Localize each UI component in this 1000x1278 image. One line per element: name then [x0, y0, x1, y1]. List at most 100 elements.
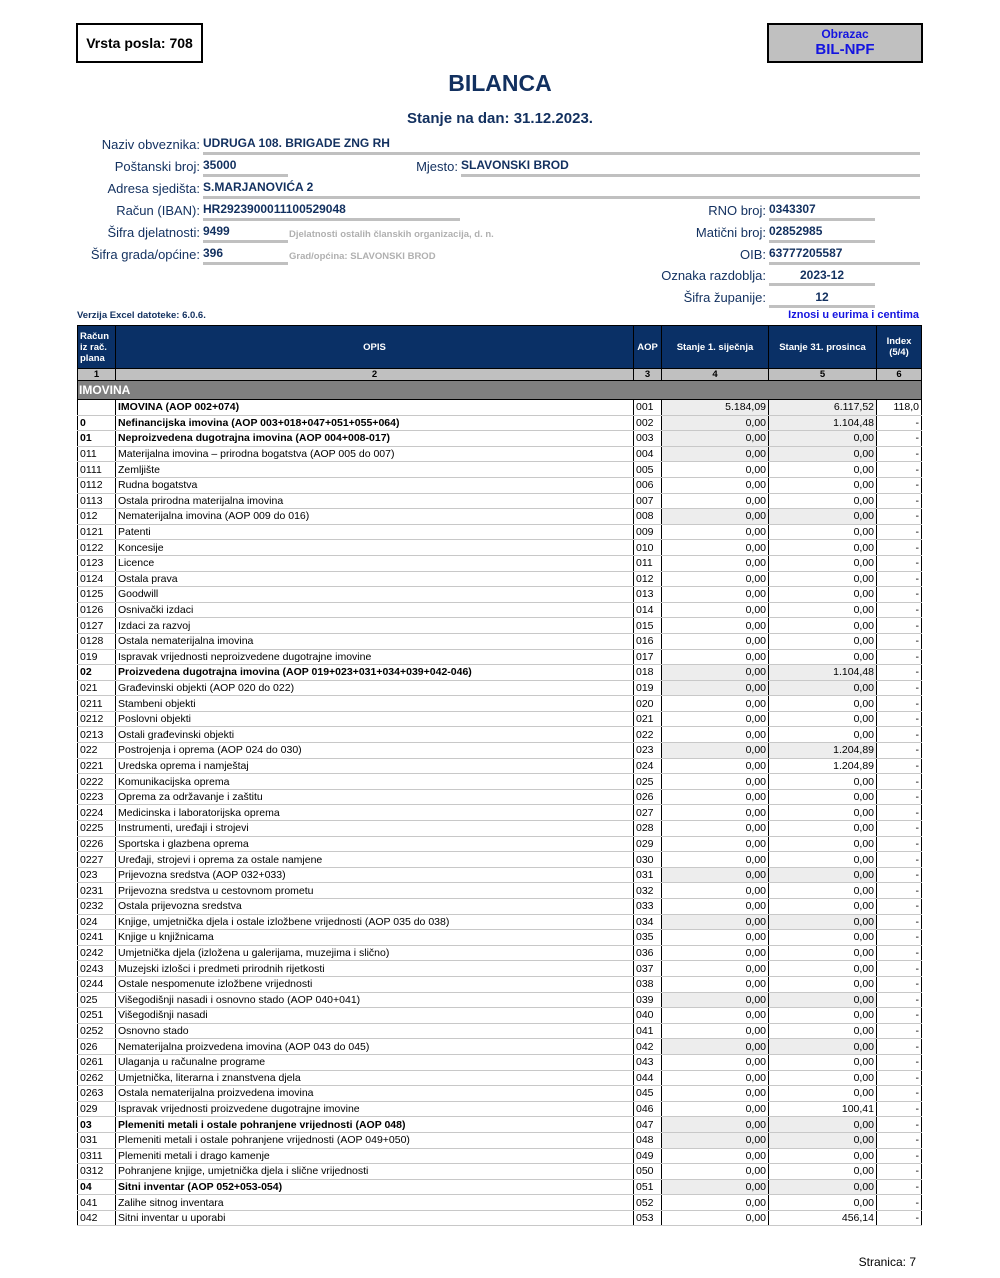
zupanija-value: 12: [815, 290, 829, 304]
closing-balance-cell: 0,00: [768, 820, 877, 837]
aop-cell: 012: [633, 571, 662, 588]
closing-balance-cell: 0,00: [768, 461, 877, 478]
opening-balance-cell: 0,00: [661, 789, 769, 806]
closing-balance-cell: 456,14: [768, 1210, 877, 1227]
table-row: 025 Višegodišnji nasadi i osnovno stado (…: [77, 992, 922, 1009]
description-cell: Uredska oprema i namještaj: [115, 758, 634, 775]
table-row: 04 Sitni inventar (AOP 052+053-054) 051 0,0…: [77, 1179, 922, 1196]
index-cell: -: [876, 571, 922, 588]
grad-hint: Grad/općina: SLAVONSKI BROD: [289, 251, 436, 262]
description-cell: Nefinancijska imovina (AOP 003+018+047+0…: [115, 415, 634, 432]
rno-underline: [769, 218, 875, 221]
index-cell: -: [876, 493, 922, 510]
table-row: 019 Ispravak vrijednosti neproizvedene du…: [77, 649, 922, 666]
table-row: 0242 Umjetnička djela (izložena u galerij…: [77, 945, 922, 962]
description-cell: Medicinska i laboratorijska oprema: [115, 804, 634, 822]
table-row: 0121 Patenti 009 0,00 0,00-: [77, 524, 922, 541]
index-cell: -: [876, 789, 922, 806]
aop-cell: 006: [633, 477, 662, 494]
index-cell: -: [876, 804, 922, 822]
description-cell: Neproizvedena dugotrajna imovina (AOP 00…: [115, 430, 634, 447]
opening-balance-cell: 0,00: [661, 1148, 769, 1165]
table-row: 0263 Ostala nematerijalna proizvedena imo…: [77, 1085, 922, 1102]
opening-balance-cell: 0,00: [661, 820, 769, 837]
aop-cell: 038: [633, 976, 662, 993]
closing-balance-cell: 0,00: [768, 477, 877, 494]
aop-cell: 051: [633, 1179, 662, 1196]
closing-balance-cell: 6.117,52: [768, 399, 877, 416]
index-cell: -: [876, 929, 922, 946]
opening-balance-cell: 0,00: [661, 1132, 769, 1149]
description-cell: Sitni inventar u uporabi: [115, 1210, 634, 1227]
account-cell: 0122: [77, 539, 116, 556]
account-cell: [77, 399, 116, 416]
index-cell: -: [876, 539, 922, 556]
closing-balance-cell: 0,00: [768, 1070, 877, 1087]
closing-balance-cell: 0,00: [768, 711, 877, 728]
aop-cell: 014: [633, 602, 662, 619]
aop-cell: 039: [633, 992, 662, 1009]
opening-balance-cell: 0,00: [661, 633, 769, 650]
column-number: 2: [115, 368, 634, 381]
column-number: 3: [633, 368, 662, 381]
description-cell: Plemeniti metali i drago kamenje: [115, 1148, 634, 1165]
opening-balance-cell: 0,00: [661, 446, 769, 463]
opening-balance-cell: 0,00: [661, 649, 769, 666]
closing-balance-cell: 0,00: [768, 867, 877, 884]
naziv-value: UDRUGA 108. BRIGADE ZNG RH: [203, 136, 390, 150]
aop-cell: 043: [633, 1054, 662, 1071]
aop-cell: 005: [633, 461, 662, 478]
closing-balance-cell: 0,00: [768, 804, 877, 822]
aop-cell: 037: [633, 960, 662, 977]
table-row: 026 Nematerijalna proizvedena imovina (AO…: [77, 1038, 922, 1055]
opening-balance-cell: 0,00: [661, 945, 769, 962]
grad-label: Šifra grada/općine:: [90, 247, 200, 262]
column-header: Stanje 1. siječnja: [661, 325, 769, 369]
djelatnost-hint: Djelatnosti ostalih članskih organizacij…: [289, 229, 494, 240]
index-cell: -: [876, 1038, 922, 1055]
account-cell: 0212: [77, 711, 116, 728]
opening-balance-cell: 0,00: [661, 1023, 769, 1040]
opening-balance-cell: 0,00: [661, 992, 769, 1009]
index-cell: -: [876, 586, 922, 603]
maticni-label: Matični broj:: [695, 225, 766, 240]
naziv-underline: [203, 152, 920, 155]
closing-balance-cell: 0,00: [768, 945, 877, 962]
zupanija-label: Šifra županije:: [683, 290, 766, 305]
index-cell: -: [876, 914, 922, 931]
adresa-label: Adresa sjedišta:: [107, 181, 201, 196]
index-cell: -: [876, 976, 922, 993]
closing-balance-cell: 0,00: [768, 649, 877, 666]
closing-balance-cell: 0,00: [768, 914, 877, 931]
table-row: 031 Plemeniti metali i ostale pohranjene …: [77, 1132, 922, 1149]
index-cell: 118,0: [876, 399, 922, 416]
closing-balance-cell: 0,00: [768, 1023, 877, 1040]
description-cell: Zalihe sitnog inventara: [115, 1194, 634, 1211]
opening-balance-cell: 0,00: [661, 1210, 769, 1227]
description-cell: Sportska i glazbena oprema: [115, 836, 634, 853]
closing-balance-cell: 0,00: [768, 508, 877, 525]
description-cell: Komunikacijska oprema: [115, 773, 634, 790]
table-row: 0211 Stambeni objekti 020 0,00 0,00-: [77, 695, 922, 712]
account-cell: 0211: [77, 695, 116, 712]
table-row: 0124 Ostala prava 012 0,00 0,00-: [77, 571, 922, 588]
index-cell: -: [876, 742, 922, 759]
account-cell: 0227: [77, 851, 116, 868]
index-cell: -: [876, 1132, 922, 1149]
account-cell: 024: [77, 914, 116, 931]
aop-cell: 013: [633, 586, 662, 603]
closing-balance-cell: 1.104,48: [768, 415, 877, 432]
opening-balance-cell: 0,00: [661, 1116, 769, 1133]
table-row: 0113 Ostala prirodna materijalna imovina 0…: [77, 493, 922, 510]
closing-balance-cell: 0,00: [768, 789, 877, 806]
column-number: 4: [661, 368, 769, 381]
account-cell: 0223: [77, 789, 116, 806]
table-row: 0311 Plemeniti metali i drago kamenje 049 0…: [77, 1148, 922, 1165]
obrazac-code: BIL-NPF: [815, 41, 875, 58]
closing-balance-cell: 0,00: [768, 1054, 877, 1071]
description-cell: Knjige, umjetnička djela i ostale izložb…: [115, 914, 634, 931]
index-cell: -: [876, 960, 922, 977]
opening-balance-cell: 0,00: [661, 680, 769, 697]
account-cell: 04: [77, 1179, 116, 1196]
closing-balance-cell: 0,00: [768, 1163, 877, 1180]
